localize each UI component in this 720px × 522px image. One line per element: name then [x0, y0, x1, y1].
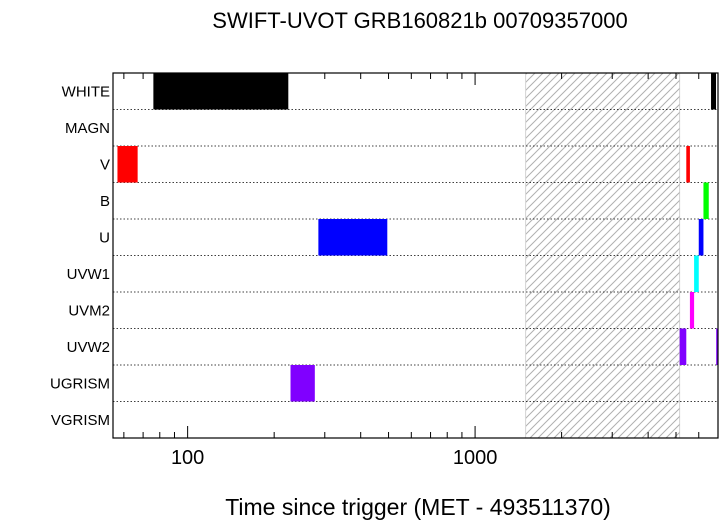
exposure-bar-u: [318, 219, 388, 256]
x-tick-label: 1000: [453, 447, 498, 469]
exposure-bar-ugrism: [290, 365, 315, 402]
exposure-bar-v: [117, 146, 138, 183]
y-tick-label-u: U: [99, 229, 110, 246]
chart-title: SWIFT-UVOT GRB160821b 00709357000: [212, 8, 627, 33]
exposure-bar-b: [703, 182, 709, 219]
y-tick-label-white: WHITE: [62, 83, 110, 100]
plot-area: WHITE MAGN V B U UVW1 UVM2 UVW2 UGRISM VGRISM 100 1…: [50, 72, 719, 469]
y-tick-label-ugrism: UGRISM: [50, 375, 110, 392]
y-tick-label-magn: MAGN: [65, 120, 110, 137]
y-tick-label-uvw1: UVW1: [67, 266, 110, 283]
exposure-bar-white: [711, 73, 717, 110]
exposure-bar-uvw1: [694, 255, 699, 292]
y-tick-label-b: B: [100, 193, 110, 210]
exposure-bar-uvw2: [679, 328, 687, 365]
y-tick-label-uvm2: UVM2: [68, 302, 110, 319]
y-tick-label-uvw2: UVW2: [67, 339, 110, 356]
exposure-bar-uvw2: [716, 328, 719, 365]
exposure-bar-u: [698, 219, 704, 256]
plot-frame: [112, 72, 719, 439]
y-tick-label-v: V: [100, 156, 110, 173]
x-axis-label: Time since trigger (MET - 493511370): [225, 494, 611, 520]
exposure-bar-v: [686, 146, 690, 183]
y-tick-label-vgrism: VGRISM: [51, 412, 110, 429]
exposure-bar-white: [153, 73, 289, 110]
x-tick-label: 100: [171, 447, 204, 469]
exposure-bar-uvm2: [689, 292, 695, 329]
